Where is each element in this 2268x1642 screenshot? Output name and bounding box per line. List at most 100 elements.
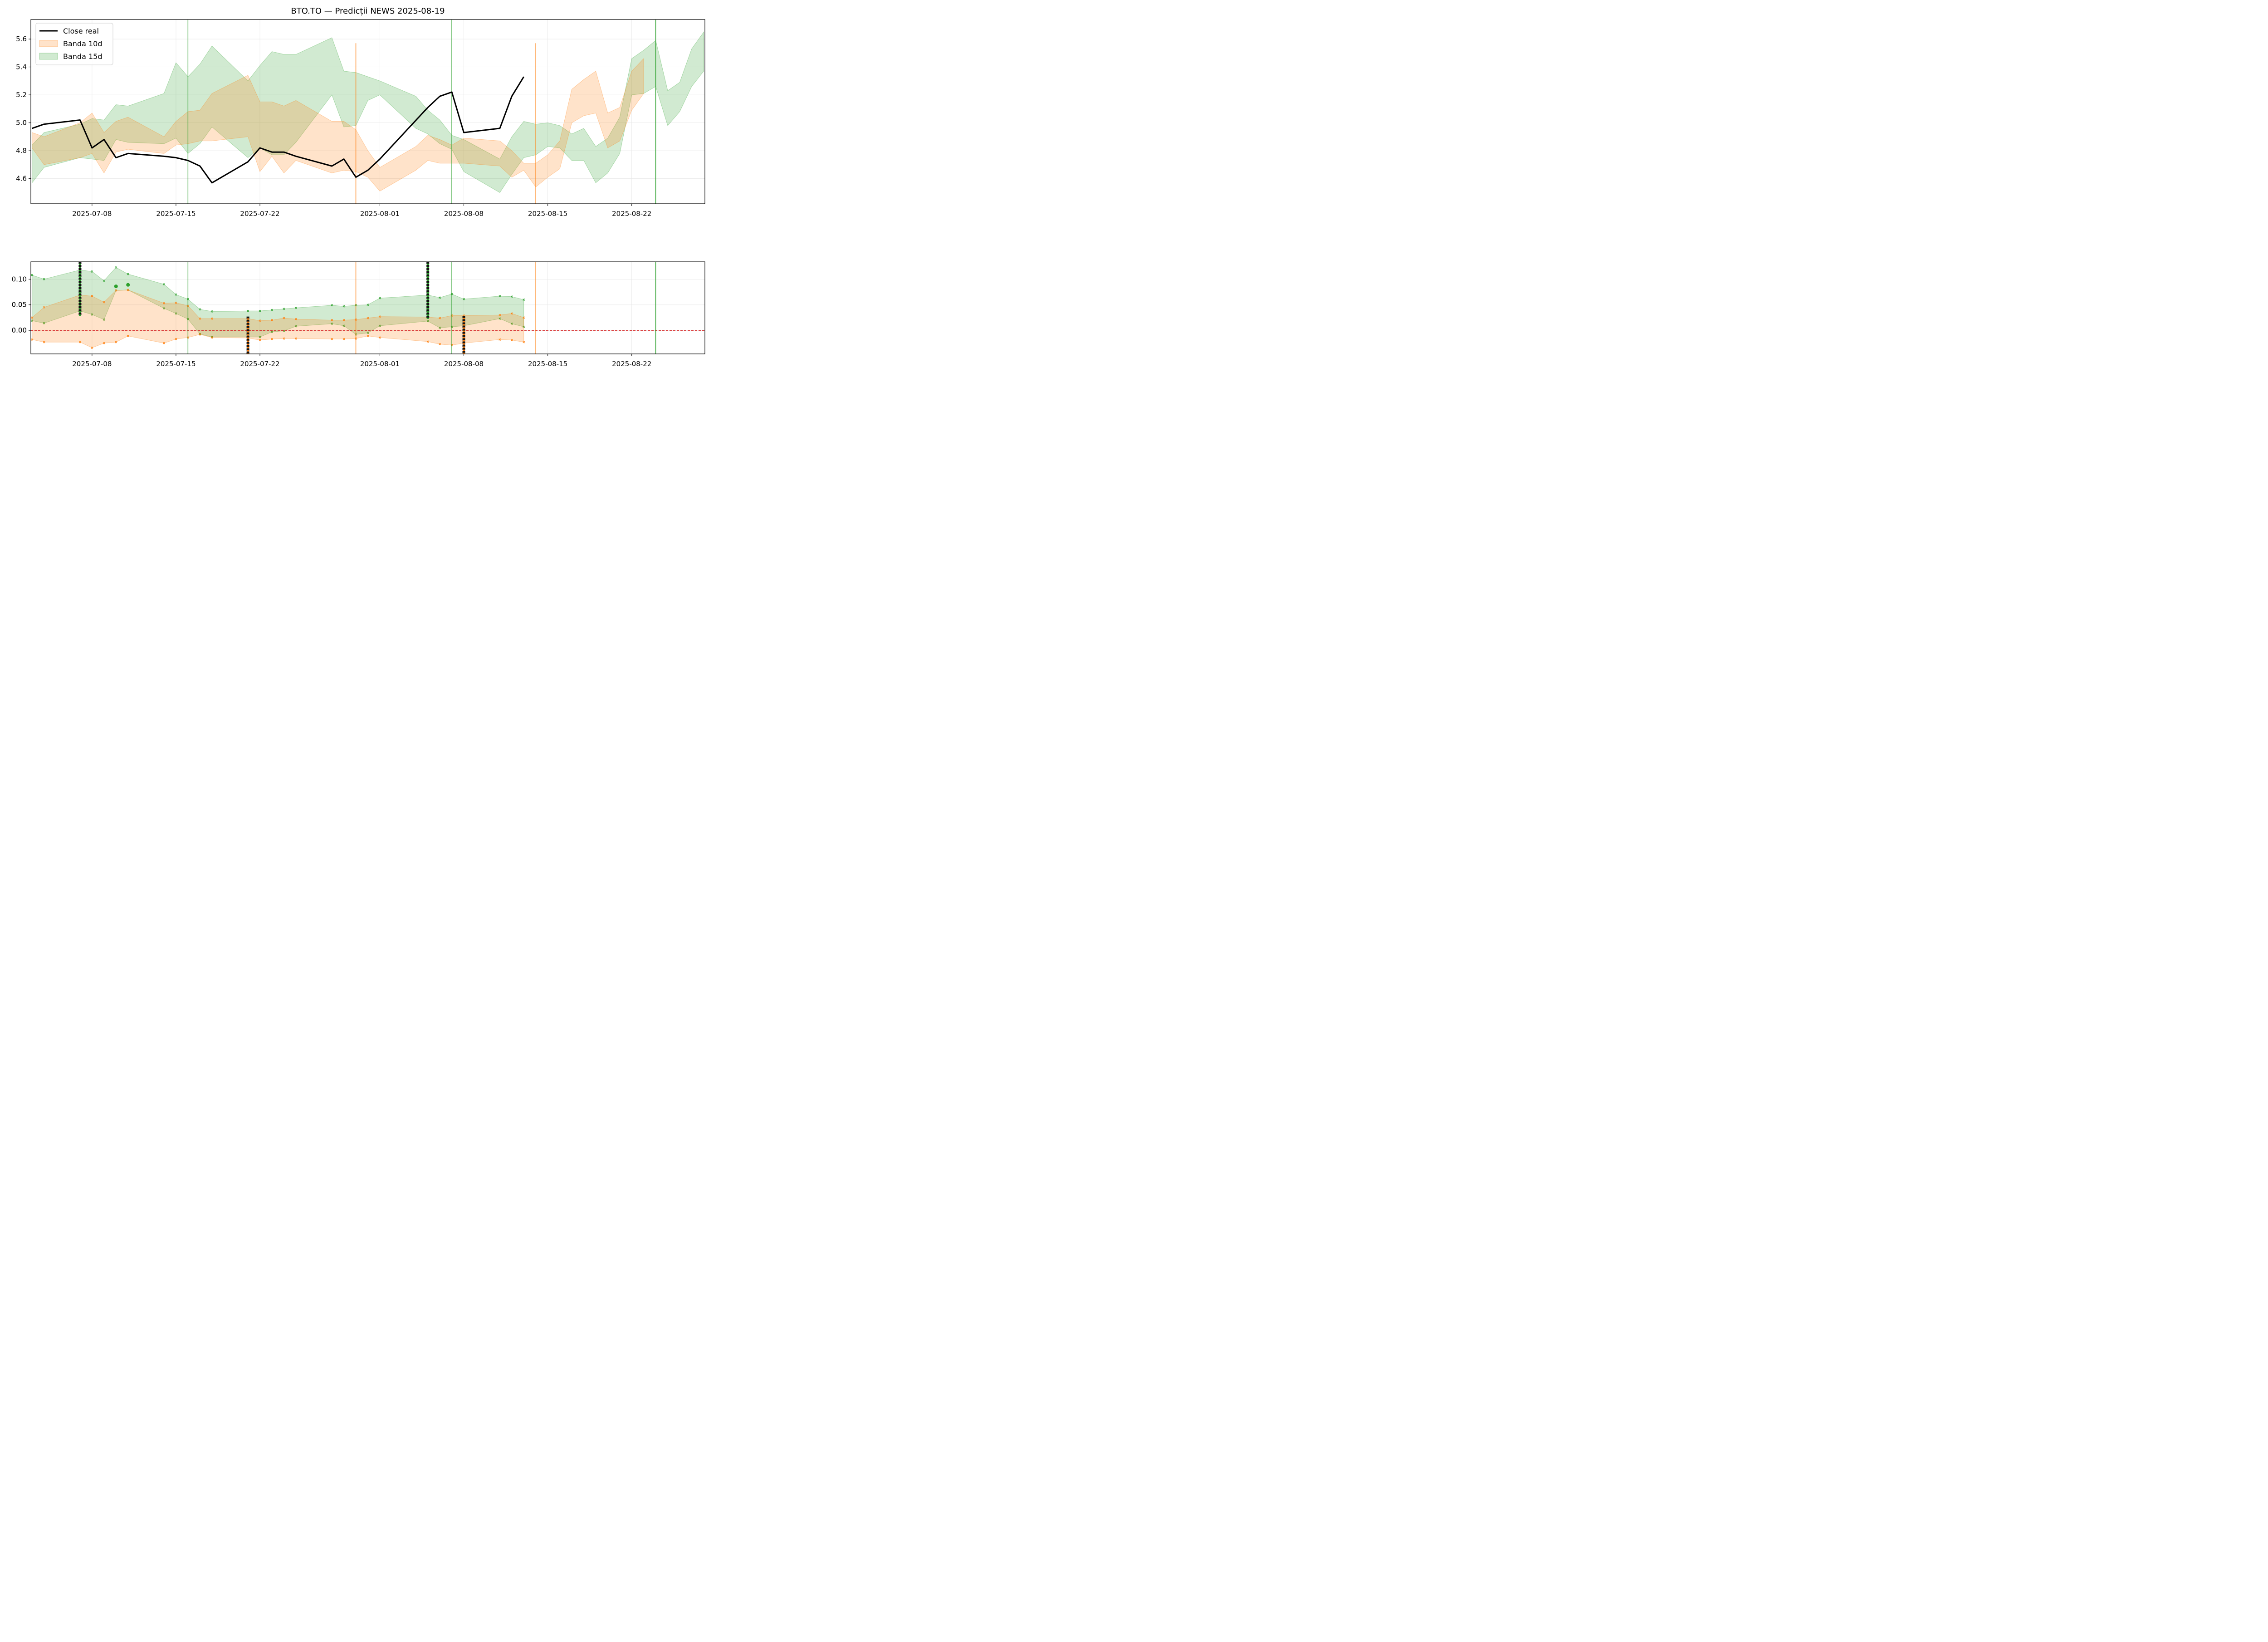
signal-marker-accent xyxy=(247,340,249,342)
signal-marker-accent xyxy=(78,267,81,268)
y-tick-label: 0.00 xyxy=(12,326,27,334)
x-tick-label: 2025-07-22 xyxy=(240,360,279,368)
y-tick-label: 5.4 xyxy=(16,63,27,71)
band-10d-marker xyxy=(91,295,93,297)
plot-area xyxy=(31,262,705,354)
signal-marker-accent xyxy=(78,314,81,316)
x-tick-label: 2025-07-08 xyxy=(72,360,112,368)
signal-marker xyxy=(426,278,430,280)
x-tick-label: 2025-08-08 xyxy=(444,360,484,368)
band-10d-marker xyxy=(523,316,525,319)
x-tick-label: 2025-07-15 xyxy=(156,360,196,368)
signal-marker-accent xyxy=(78,311,81,313)
signal-marker-accent xyxy=(463,343,465,345)
band-10d-marker xyxy=(78,341,81,343)
signal-marker xyxy=(462,319,465,322)
legend-label: Banda 15d xyxy=(63,52,102,61)
signal-marker xyxy=(246,316,249,319)
signal-marker xyxy=(426,303,430,305)
signal-marker xyxy=(462,332,465,334)
band-15d-marker xyxy=(379,324,381,327)
band-10d-marker xyxy=(342,319,345,321)
highlight-point xyxy=(126,283,130,287)
signal-marker xyxy=(246,345,249,348)
signal-marker-accent xyxy=(426,318,429,319)
signal-marker-accent xyxy=(426,314,429,316)
band-10d-marker xyxy=(439,317,441,319)
signal-marker xyxy=(78,297,82,299)
band-10d-marker xyxy=(294,337,297,340)
band-10d-marker xyxy=(163,342,165,344)
signal-marker-accent xyxy=(78,302,81,303)
signal-marker xyxy=(78,284,82,286)
band-15d-marker xyxy=(367,332,369,334)
band-10d-marker xyxy=(31,338,34,341)
band-10d-marker xyxy=(43,341,45,343)
signal-marker xyxy=(78,290,82,293)
band-10d-marker xyxy=(294,318,297,320)
signal-marker-accent xyxy=(78,308,81,309)
y-tick-label: 0.05 xyxy=(12,301,27,309)
band-10d-marker xyxy=(103,301,105,304)
signal-marker xyxy=(426,274,430,277)
legend-swatch-band xyxy=(39,40,58,47)
band-10d-marker xyxy=(43,306,45,309)
x-tick-label: 2025-08-01 xyxy=(360,360,400,368)
x-tick-label: 2025-08-22 xyxy=(612,360,651,368)
y-tick-label: 5.0 xyxy=(16,119,27,127)
band-10d-marker xyxy=(271,319,273,321)
x-tick-label: 2025-07-22 xyxy=(240,210,279,218)
band-10d-marker xyxy=(115,341,117,343)
signal-marker xyxy=(246,326,249,328)
band-15d-marker xyxy=(91,270,93,273)
signal-marker-accent xyxy=(247,321,249,323)
signal-marker xyxy=(246,342,249,344)
y-tick-label: 0.10 xyxy=(12,275,27,283)
signal-marker xyxy=(246,323,249,325)
signal-marker-accent xyxy=(78,264,81,265)
signal-marker-accent xyxy=(247,350,249,352)
band-10d-marker xyxy=(439,343,441,345)
band-10d-marker xyxy=(127,335,129,337)
signal-marker-accent xyxy=(463,324,465,326)
signal-marker-accent xyxy=(463,340,465,342)
band-10d-marker xyxy=(259,339,261,341)
signal-marker xyxy=(462,341,465,344)
signal-marker-accent xyxy=(426,292,429,294)
band-15d-marker xyxy=(31,319,34,322)
band-10d-marker xyxy=(379,315,381,318)
signal-marker xyxy=(462,351,465,353)
signal-marker-accent xyxy=(247,328,249,329)
signal-marker xyxy=(78,265,82,267)
band-10d-marker xyxy=(199,333,201,336)
signal-marker xyxy=(426,284,430,286)
y-tick-label: 4.8 xyxy=(16,147,27,155)
band-15d-marker xyxy=(175,293,177,296)
signal-marker-accent xyxy=(463,349,465,351)
signal-marker-accent xyxy=(463,346,465,348)
band-15d-marker xyxy=(210,310,213,313)
band-10d-marker xyxy=(175,301,177,304)
x-tick-label: 2025-08-01 xyxy=(360,210,400,218)
signal-marker xyxy=(78,303,82,305)
signal-marker-accent xyxy=(426,273,429,274)
legend-box xyxy=(35,23,113,65)
band-10d-marker xyxy=(127,289,129,291)
signal-marker-accent xyxy=(247,318,249,320)
signal-marker xyxy=(462,344,465,347)
band-10d-marker xyxy=(210,336,213,339)
band-15d-marker xyxy=(210,336,213,338)
band-15d-marker xyxy=(463,298,465,300)
band-15d-marker xyxy=(199,333,201,335)
signal-marker xyxy=(462,325,465,328)
band-10d-marker xyxy=(199,317,201,320)
band-10d-marker xyxy=(499,338,501,341)
signal-marker xyxy=(246,329,249,332)
band-15d-marker xyxy=(510,295,513,298)
signal-marker-accent xyxy=(78,289,81,290)
band-15d-marker xyxy=(342,305,345,308)
signal-marker xyxy=(78,271,82,274)
band-10d-marker xyxy=(283,317,285,319)
band-10d-marker xyxy=(342,338,345,340)
band-15d-marker xyxy=(379,297,381,299)
